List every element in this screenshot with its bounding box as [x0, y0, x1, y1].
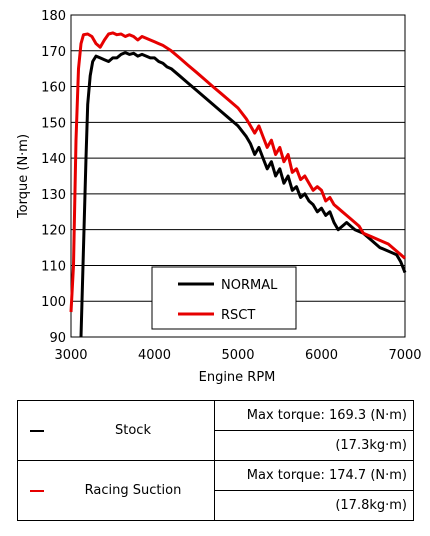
- x-tick-label-3000: 3000: [54, 348, 87, 363]
- racing-suction-max-torque: Max torque: 174.7 (N·m): [214, 460, 414, 491]
- legend: NORMAL RSCT: [151, 266, 297, 330]
- stock-name-cell: Stock: [52, 400, 215, 461]
- x-tick-label-6000: 6000: [305, 348, 338, 363]
- stock-max-torque-kg: (17.3kg·m): [214, 430, 414, 461]
- y-tick-label-170: 170: [41, 45, 66, 60]
- table-row-racing-suction: Racing Suction Max torque: 174.7 (N·m): [17, 460, 414, 521]
- x-tick-label-7000: 7000: [388, 348, 421, 363]
- y-tick-label-140: 140: [41, 152, 66, 167]
- x-axis-label: Engine RPM: [199, 370, 276, 385]
- racing-suction-max-torque-kg: (17.8kg·m): [214, 490, 414, 521]
- series-line-rsct: [69, 31, 406, 313]
- series-line-normal: [79, 51, 407, 338]
- legend-label-normal: NORMAL: [221, 278, 278, 293]
- legend-label-rsct: RSCT: [221, 308, 255, 323]
- series-lines: [69, 31, 407, 338]
- y-tick-label-110: 110: [41, 259, 66, 274]
- legend-box: [151, 266, 297, 330]
- y-tick-label-150: 150: [41, 116, 66, 131]
- table-row-racing-suction-kg: (17.8kg·m): [18, 490, 414, 521]
- y-tick-label-130: 130: [41, 188, 66, 203]
- table-row-stock: Stock Max torque: 169.3 (N·m): [17, 400, 414, 461]
- stock-swatch-cell: [17, 400, 52, 461]
- y-tick-label-90: 90: [49, 331, 66, 346]
- y-tick-label-120: 120: [41, 224, 66, 239]
- racing-suction-line-swatch: [30, 489, 44, 492]
- table-row-stock-kg: (17.3kg·m): [18, 430, 414, 461]
- y-tick-label-180: 180: [41, 9, 66, 24]
- y-tick-label-160: 160: [41, 81, 66, 96]
- y-tick-label-100: 100: [41, 295, 66, 310]
- summary-table: Stock Max torque: 169.3 (N·m) (17.3kg·m)…: [17, 400, 414, 521]
- grid-lines: [71, 14, 405, 338]
- x-tick-label-5000: 5000: [221, 348, 254, 363]
- racing-suction-name-cell: Racing Suction: [52, 460, 215, 521]
- y-tick-labels: 90 100 110 120 130 140 150 160 170 180: [41, 9, 66, 346]
- stock-line-swatch: [30, 429, 44, 432]
- racing-suction-swatch-cell: [17, 460, 52, 521]
- stock-max-torque: Max torque: 169.3 (N·m): [214, 400, 414, 431]
- x-tick-label-4000: 4000: [138, 348, 171, 363]
- y-axis-label: Torque (N·m): [16, 134, 31, 219]
- torque-chart: 90 100 110 120 130 140 150 160 170 180 3000 4000 50…: [16, 9, 422, 385]
- x-tick-labels: 3000 4000 5000 6000 7000: [54, 348, 421, 363]
